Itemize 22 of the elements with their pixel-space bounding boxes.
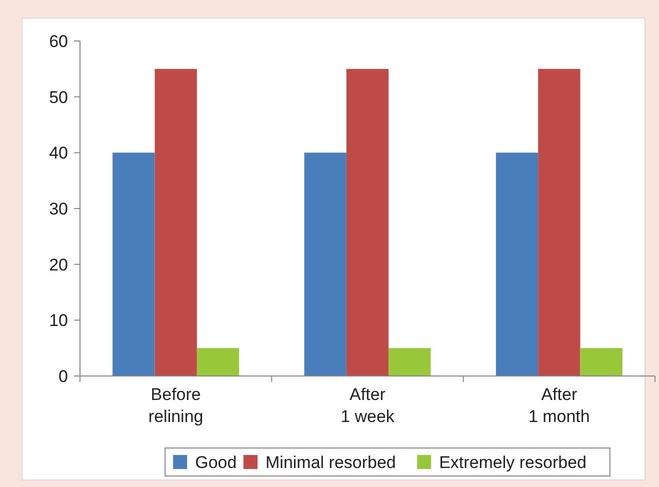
y-tick-label: 30 <box>49 199 68 218</box>
bar <box>538 68 580 376</box>
y-tick-label: 10 <box>49 311 68 330</box>
bar <box>580 348 622 376</box>
bar <box>154 68 197 376</box>
y-tick-label: 50 <box>49 88 68 107</box>
x-tick-label: After 1 week <box>340 385 395 426</box>
legend-label: Minimal resorbed <box>266 452 396 472</box>
legend-label: Good <box>195 452 237 472</box>
y-tick-label: 60 <box>49 32 68 51</box>
bar <box>112 152 155 376</box>
y-tick-label: 0 <box>58 366 68 386</box>
bar <box>388 348 431 376</box>
x-tick-label: Before relining <box>148 385 204 426</box>
bar <box>346 68 389 376</box>
legend-label: Extremely resorbed <box>439 452 586 472</box>
y-tick-label: 40 <box>49 144 68 163</box>
bar <box>304 152 346 376</box>
y-tick-label: 20 <box>49 255 68 274</box>
bar <box>496 152 538 376</box>
bar <box>196 348 240 376</box>
x-tick-label: After 1 month <box>528 385 590 426</box>
